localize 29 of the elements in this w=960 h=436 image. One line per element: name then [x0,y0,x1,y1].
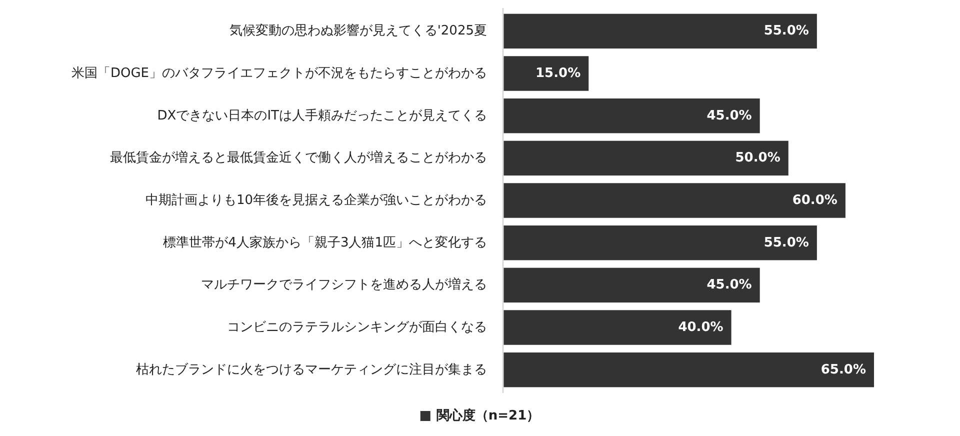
y-tick-label: マルチワークでライフシフトを進める人が増える [201,276,487,293]
bar [503,352,874,388]
bar [503,310,732,345]
y-tick-label: 米国「DOGE」のバタフライエフェクトが不況をもたらすことがわかる [71,66,487,81]
bar [503,98,760,134]
data-label: 50.0% [735,150,780,166]
data-label: 15.0% [536,66,581,81]
data-label: 60.0% [792,193,838,208]
y-tick-label: コンビニのラテラルシンキングが面白くなる [227,320,487,335]
y-tick-label: DXできない日本のITは人手頼みだったことが見えてくる [157,108,487,124]
data-label: 55.0% [764,235,809,250]
data-label: 65.0% [820,362,866,378]
bar [503,56,589,91]
y-tick-label: 中期計画よりも10年後を見据える企業が強いことがわかる [145,193,487,208]
bar [503,14,817,49]
data-label: 45.0% [706,108,752,124]
bar [503,140,788,176]
legend-label: 関心度（n=21） [436,408,540,424]
bar [503,183,846,218]
data-label: 40.0% [678,320,724,335]
y-tick-label: 枯れたブランドに火をつけるマーケティングに注目が集まる [136,362,487,378]
data-label: 55.0% [764,24,809,39]
bar [503,268,760,303]
y-tick-label: 気候変動の思わぬ影響が見えてくる'2025夏 [229,22,487,39]
data-label: 45.0% [706,278,752,293]
bar [503,225,817,260]
y-tick-label: 標準世帯が4人家族から「親子3人猫1匹」へと変化する [163,234,487,250]
y-tick-label: 最低賃金が増えると最低賃金近くで働く人が増えることがわかる [110,150,487,166]
legend: 関心度（n=21） [420,408,540,424]
